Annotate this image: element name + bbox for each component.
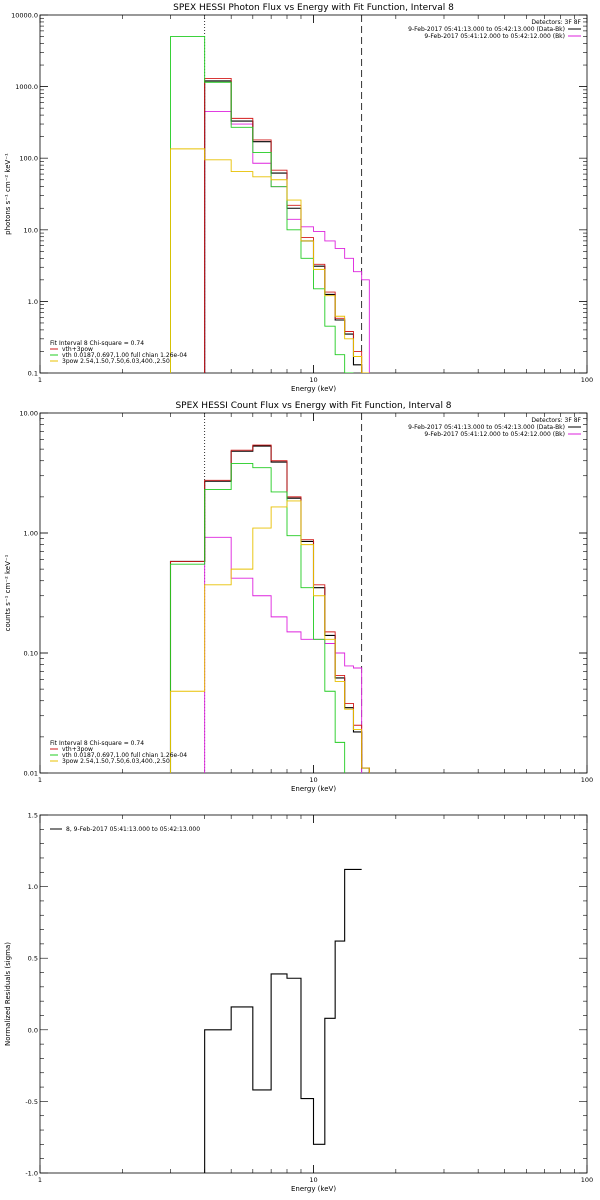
y-tick-label: 0.10 xyxy=(24,650,38,658)
legend-entry: vth+3pow xyxy=(62,746,93,753)
legend-entry: vth+3pow xyxy=(62,346,93,353)
series-vth-line xyxy=(170,36,354,373)
y-tick-label: -0.5 xyxy=(25,1098,38,1106)
plot-area xyxy=(169,444,370,773)
x-tick-label: 100 xyxy=(581,1176,593,1184)
chart-title: SPEX HESSI Count Flux vs Energy with Fit… xyxy=(175,401,451,411)
series-pow-line xyxy=(170,500,370,773)
x-tick-label: 10 xyxy=(309,1176,317,1184)
x-axis-label: Energy (keV) xyxy=(291,385,336,393)
y-tick-label: 10000.0 xyxy=(11,12,38,20)
y-tick-label: 1.00 xyxy=(24,530,38,538)
y-axis-label: counts s⁻¹ cm⁻² keV⁻¹ xyxy=(4,554,12,631)
y-tick-label: 1000.0 xyxy=(15,83,38,91)
legend-header: Detectors: 3F 8F xyxy=(531,19,581,26)
y-tick-label: -1.0 xyxy=(25,1170,38,1178)
x-tick-label: 100 xyxy=(581,776,593,784)
legend-fit-header: Fit Interval 8 Chi-square = 0.74 xyxy=(50,340,144,347)
chart-panel-2: SPEX HESSI Count Flux vs Energy with Fit… xyxy=(4,401,593,793)
legend-entry: 9-Feb-2017 05:41:12.000 to 05:42:12.000 … xyxy=(424,33,565,40)
y-axis-label: Normalized Residuals (sigma) xyxy=(4,942,12,1046)
series-bg-line xyxy=(204,536,363,773)
legend-entry: 8, 9-Feb-2017 05:41:13.000 to 05:42:13.0… xyxy=(66,826,200,833)
y-tick-label: 0.0 xyxy=(28,1026,38,1034)
x-tick-label: 100 xyxy=(581,376,593,384)
y-tick-label: 1.0 xyxy=(28,298,38,306)
y-tick-label: 10.0 xyxy=(24,226,38,234)
y-tick-label: 0.1 xyxy=(28,370,38,378)
chart-panel-1: SPEX HESSI Photon Flux vs Energy with Fi… xyxy=(4,3,593,393)
chart-title: SPEX HESSI Photon Flux vs Energy with Fi… xyxy=(173,3,454,13)
legend-fit-header: Fit Interval 8 Chi-square = 0.74 xyxy=(50,740,144,747)
series-data-line xyxy=(204,868,362,1173)
legend-entry: vth 0.0187,0.697,1.00 full chian 1.26e-0… xyxy=(62,352,187,359)
legend-entry: 3pow 2.54,1.50,7.50,6.03,400.,2.50 xyxy=(62,758,170,765)
legend-entry: 9-Feb-2017 05:41:13.000 to 05:42:13.000 … xyxy=(408,26,565,33)
series-total-line xyxy=(204,77,363,373)
legend-entry: 9-Feb-2017 05:41:12.000 to 05:42:12.000 … xyxy=(424,431,565,438)
y-tick-label: 0.5 xyxy=(28,955,38,963)
legend-entry: 9-Feb-2017 05:41:13.000 to 05:42:13.000 … xyxy=(408,424,565,431)
y-tick-label: 0.01 xyxy=(24,770,38,778)
x-axis-label: Energy (keV) xyxy=(291,1185,336,1193)
legend-entry: vth 0.0187,0.697,1.00 full chian 1.26e-0… xyxy=(62,752,187,759)
legend-entry: 3pow 2.54,1.50,7.50,6.03,400.,2.50 xyxy=(62,358,170,365)
chart-panel-3: 1 10 100 -1.0 -0.5 0.0 0.5 1.0 1.5 Energy (keV) No… xyxy=(4,812,593,1194)
legend-header: Detectors: 3F 8F xyxy=(531,417,581,424)
series-data-line xyxy=(169,445,370,773)
x-axis-label: Energy (keV) xyxy=(291,785,336,793)
y-tick-label: 1.5 xyxy=(28,812,38,820)
x-tick-label: 1 xyxy=(38,1176,42,1184)
plot-frame xyxy=(39,14,588,374)
x-tick-label: 10 xyxy=(309,776,317,784)
x-tick-label: 1 xyxy=(38,376,42,384)
plot-area xyxy=(170,36,370,373)
series-data-line xyxy=(204,80,363,373)
x-tick-label: 1 xyxy=(38,776,42,784)
y-tick-label: 10.00 xyxy=(19,410,38,418)
series-total-line xyxy=(170,444,370,773)
series-vth-line xyxy=(170,462,346,773)
y-tick-label: 1.0 xyxy=(28,883,38,891)
y-tick-label: 100.0 xyxy=(19,155,38,163)
y-axis-label: photons s⁻¹ cm⁻² keV⁻¹ xyxy=(4,153,12,235)
x-tick-label: 10 xyxy=(309,376,317,384)
series-pow-line xyxy=(170,148,370,373)
plot-area xyxy=(204,868,362,1173)
